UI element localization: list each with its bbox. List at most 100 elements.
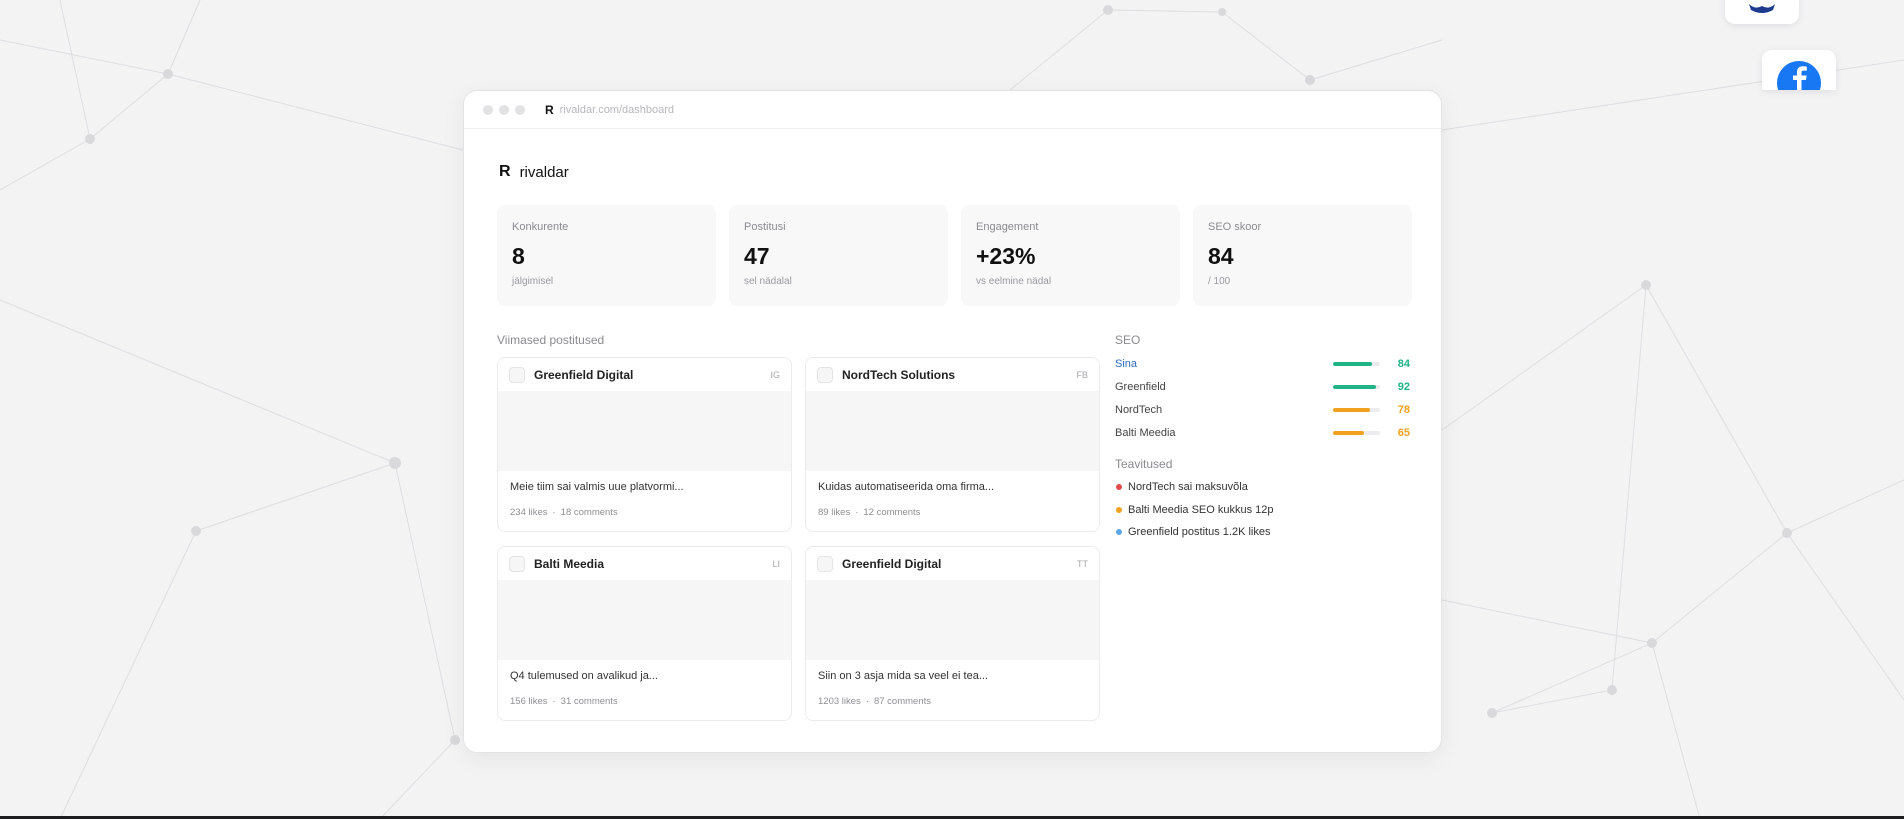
seo-label: Greenfield — [1115, 380, 1166, 393]
stat-label: Konkurente — [512, 221, 569, 233]
post-card[interactable]: Greenfield Digital IG Meie tiim sai valm… — [497, 357, 792, 532]
seo-score: 84 — [1397, 357, 1410, 370]
seo-score: 78 — [1397, 403, 1410, 416]
seo-label: Balti Meedia — [1115, 426, 1176, 439]
post-header: NordTech Solutions FB — [806, 358, 1099, 391]
stat-label: Engagement — [976, 221, 1039, 233]
seo-row: Balti Meedia 65 — [1115, 421, 1410, 444]
notification-dot — [1116, 529, 1122, 536]
post-card[interactable]: NordTech Solutions FB Kuidas automatisee… — [805, 357, 1100, 532]
notifications-title: Teavitused — [1115, 457, 1173, 471]
post-likes: 156 likes — [510, 696, 548, 707]
seo-score: 65 — [1397, 426, 1410, 439]
window-close-dot[interactable] — [483, 104, 493, 115]
stat-card-seo: SEO skoor 84 / 100 — [1193, 205, 1412, 306]
seo-title: SEO — [1115, 333, 1141, 347]
seo-row: Greenfield 92 — [1115, 375, 1410, 398]
avatar — [509, 366, 525, 383]
notification-dot — [1116, 484, 1122, 491]
avatar — [509, 555, 525, 572]
seo-bar — [1333, 430, 1380, 435]
notification-text: Greenfield postitus 1.2K likes — [1128, 526, 1271, 539]
post-author: Greenfield Digital — [534, 367, 634, 382]
post-comments: 12 comments — [863, 507, 921, 518]
stat-value: 47 — [744, 243, 770, 269]
stat-sub: vs eelmine nädal — [976, 276, 1052, 287]
network-badge: TT — [1077, 558, 1088, 569]
brand-logo-icon: R — [499, 163, 511, 180]
notification-item[interactable]: Greenfield postitus 1.2K likes — [1115, 521, 1410, 544]
stat-sub: jälgimisel — [512, 276, 554, 287]
stat-sub: sel nädalal — [744, 276, 792, 287]
seo-label: NordTech — [1115, 403, 1163, 416]
post-image-placeholder — [498, 580, 791, 660]
post-text: Q4 tulemused on avalikud ja... — [510, 670, 658, 682]
avatar — [817, 366, 833, 383]
site-logo-icon: R — [545, 102, 554, 117]
post-stats: 156 likes · 31 comments — [510, 696, 618, 707]
network-badge: FB — [1076, 369, 1088, 380]
stat-label: Postitusi — [744, 221, 786, 233]
post-author: Balti Meedia — [534, 556, 605, 571]
posts-section-title: Viimased postitused — [497, 333, 605, 347]
stat-card-engagement: Engagement +23% vs eelmine nädal — [961, 205, 1180, 306]
stat-value: +23% — [976, 243, 1036, 269]
seo-bar — [1333, 384, 1380, 389]
post-image-placeholder — [806, 391, 1099, 471]
post-likes: 1203 likes — [818, 696, 861, 707]
post-text: Meie tiim sai valmis uue platvormi... — [510, 481, 684, 493]
seo-bar-fill — [1333, 361, 1373, 366]
window-maximize-dot[interactable] — [515, 104, 525, 115]
seo-label: Sina — [1115, 357, 1138, 370]
notifications-list: NordTech sai maksuvõla Balti Meedia SEO … — [1115, 476, 1410, 544]
stat-value: 84 — [1208, 243, 1234, 269]
window-minimize-dot[interactable] — [499, 104, 509, 115]
post-author: Greenfield Digital — [842, 556, 942, 571]
post-comments: 31 comments — [560, 696, 618, 707]
seo-bar-fill — [1333, 407, 1370, 412]
post-image-placeholder — [498, 391, 791, 471]
seo-bar — [1333, 361, 1380, 366]
notification-text: Balti Meedia SEO kukkus 12p — [1128, 503, 1274, 516]
post-comments: 87 comments — [873, 696, 931, 707]
address-bar[interactable]: rivaldar.com/dashboard — [559, 103, 675, 116]
browser-toolbar: R rivaldar.com/dashboard — [464, 91, 1441, 129]
post-header: Greenfield Digital TT — [806, 547, 1099, 580]
seo-score: 92 — [1397, 380, 1410, 393]
stat-sub: / 100 — [1208, 276, 1231, 287]
post-text: Kuidas automatiseerida oma firma... — [818, 481, 995, 493]
post-header: Balti Meedia LI — [498, 547, 791, 580]
stat-card-posts: Postitusi 47 sel nädalal — [729, 205, 948, 306]
notification-item[interactable]: Balti Meedia SEO kukkus 12p — [1115, 499, 1410, 522]
floating-facebook-card — [1762, 50, 1836, 90]
brand: R rivaldar — [499, 163, 569, 181]
notification-text: NordTech sai maksuvõla — [1128, 481, 1248, 494]
stat-label: SEO skoor — [1208, 221, 1262, 233]
notification-dot — [1116, 506, 1122, 513]
post-comments: 18 comments — [560, 507, 618, 518]
partial-logo-icon — [1749, 4, 1775, 13]
stat-card-competitors: Konkurente 8 jälgimisel — [497, 205, 716, 306]
seo-bar — [1333, 407, 1380, 412]
post-likes: 234 likes — [510, 507, 548, 518]
bottom-edge — [0, 816, 1904, 819]
post-image-placeholder — [806, 580, 1099, 660]
post-card[interactable]: Balti Meedia LI Q4 tulemused on avalikud… — [497, 546, 792, 721]
brand-name: rivaldar — [519, 163, 569, 181]
seo-bar-fill — [1333, 430, 1364, 435]
post-header: Greenfield Digital IG — [498, 358, 791, 391]
post-author: NordTech Solutions — [842, 367, 956, 382]
stat-value: 8 — [512, 243, 525, 269]
post-likes: 89 likes — [818, 507, 851, 518]
posts-grid: Greenfield Digital IG Meie tiim sai valm… — [497, 357, 1100, 721]
network-badge: IG — [770, 369, 780, 380]
notification-item[interactable]: NordTech sai maksuvõla — [1115, 476, 1410, 499]
seo-panel: SEO Sina 84 Greenfield 92 NordTech 78 Ba… — [1115, 333, 1410, 544]
avatar — [817, 555, 833, 572]
seo-row: Sina 84 — [1115, 352, 1410, 375]
facebook-icon — [1777, 61, 1821, 90]
post-card[interactable]: Greenfield Digital TT Siin on 3 asja mid… — [805, 546, 1100, 721]
post-stats: 89 likes · 12 comments — [818, 507, 921, 518]
seo-row: NordTech 78 — [1115, 398, 1410, 421]
